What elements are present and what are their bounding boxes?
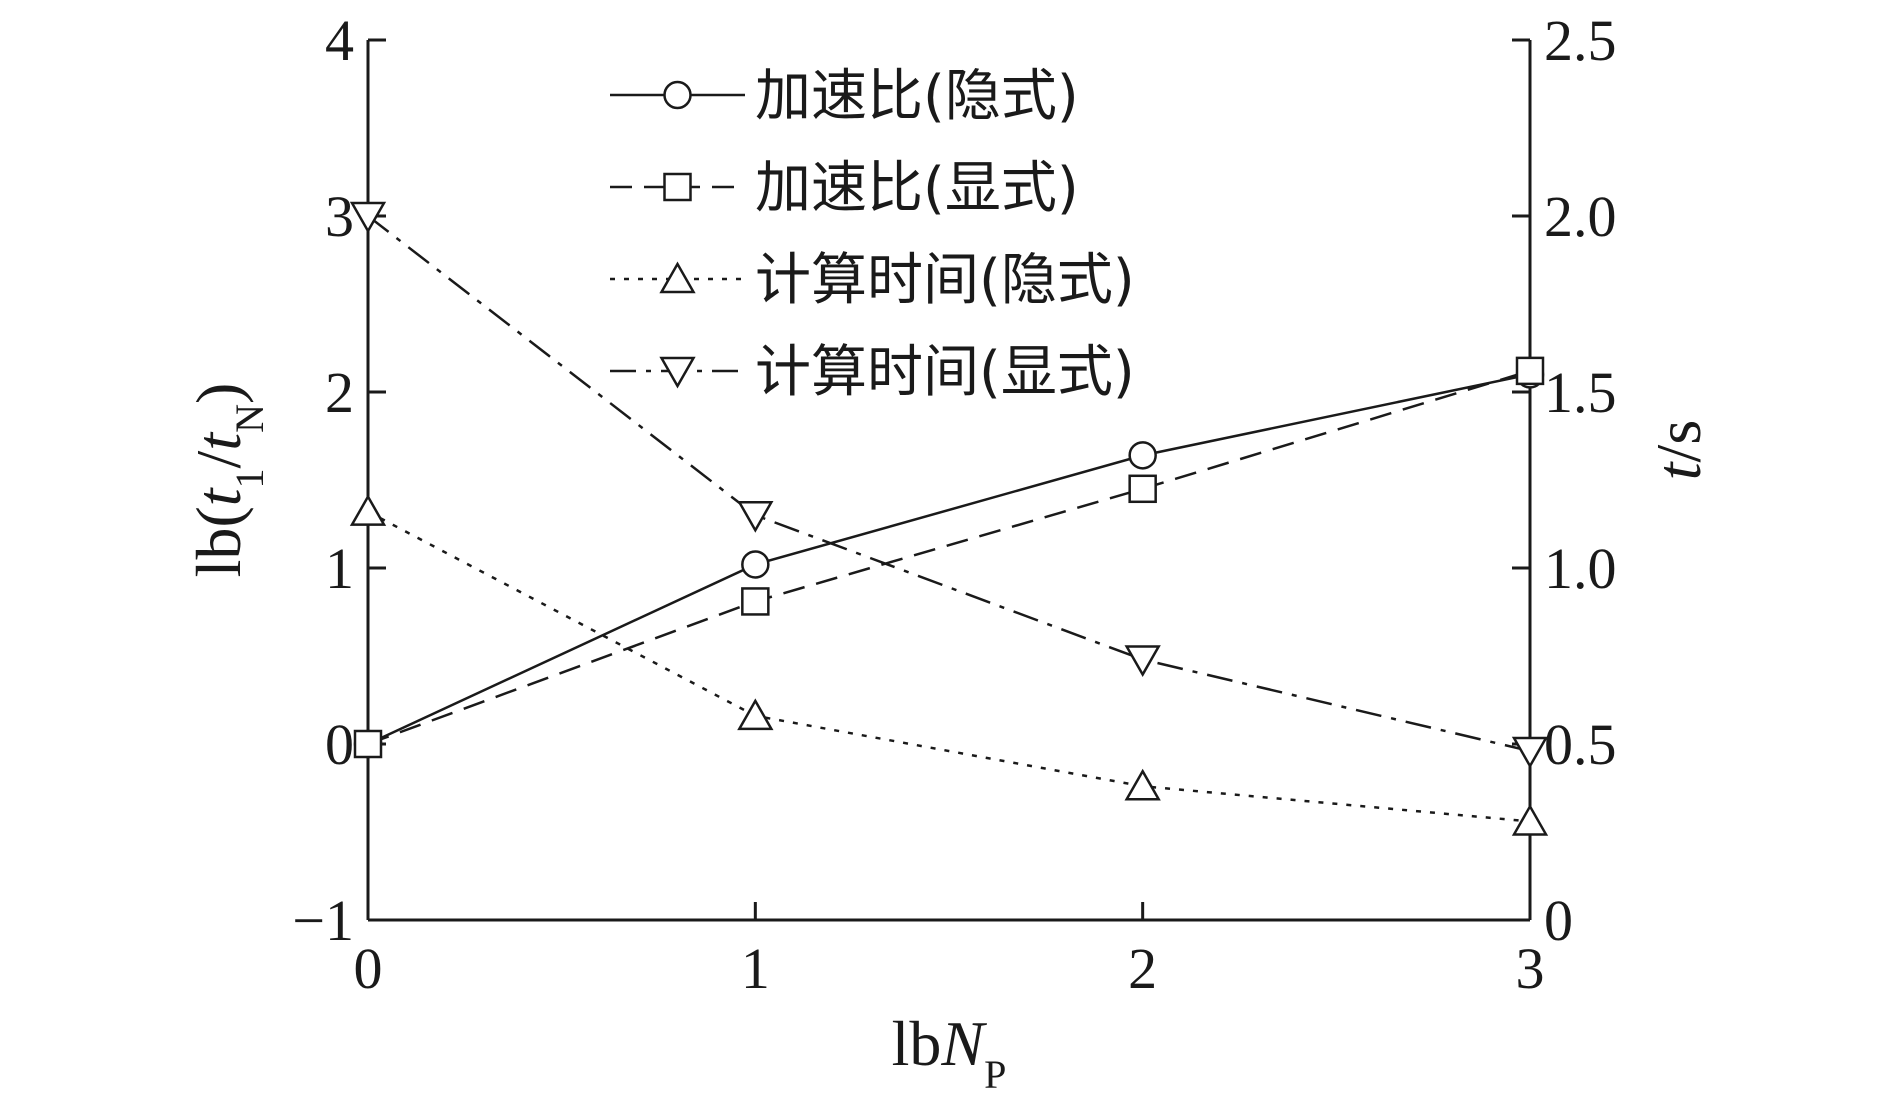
legend-label-2: 加速比(显式) xyxy=(755,156,1079,221)
legend-label-1: 加速比(隐式) xyxy=(755,64,1079,129)
legend-marker-4 xyxy=(659,356,696,389)
y-left-tick-label: 0 xyxy=(325,712,354,777)
series-3-point xyxy=(737,698,774,731)
series-1-point xyxy=(741,550,770,579)
x-axis-title: lbNP xyxy=(892,1008,1007,1097)
series-2-point xyxy=(1128,474,1157,504)
series-line-2 xyxy=(367,369,1531,746)
y-right-axis-title: t/s xyxy=(1643,420,1714,480)
plot-area xyxy=(349,201,1549,836)
y-left-tick-label: −1 xyxy=(292,888,354,953)
x-tick-label: 2 xyxy=(1128,936,1157,1001)
series-3-point xyxy=(1511,803,1549,836)
axes: 0 1 2 3−10123400.51.01.52.02.5lbNPlb(t1/tN)… xyxy=(183,8,1714,1097)
x-tick-label: 1 xyxy=(741,936,770,1001)
x-tick-label: 3 xyxy=(1516,936,1545,1001)
series-1-point xyxy=(1128,441,1157,470)
series-4-point xyxy=(737,500,774,533)
series-3-point xyxy=(1124,768,1161,801)
y-left-axis-title: lb(t1/tN) xyxy=(183,383,272,578)
series-3-point xyxy=(349,494,387,526)
y-right-tick-label: 1.0 xyxy=(1544,536,1617,601)
y-right-tick-label: 2.5 xyxy=(1544,8,1617,73)
legend-marker-3 xyxy=(659,261,696,294)
legend-marker-2 xyxy=(663,172,692,202)
y-right-tick-label: 0.5 xyxy=(1544,712,1617,777)
legend: 加速比(隐式) 加速比(显式) 计算时间(隐式) 计算时间(显式) xyxy=(610,64,1135,405)
series-line-3 xyxy=(367,510,1531,823)
series-line-4 xyxy=(367,215,1531,753)
y-right-tick-label: 1.5 xyxy=(1544,360,1617,425)
y-left-tick-label: 2 xyxy=(325,360,354,425)
y-left-tick-label: 3 xyxy=(325,184,354,249)
series-2-point xyxy=(1515,356,1545,386)
legend-label-3: 计算时间(隐式) xyxy=(755,248,1135,313)
y-left-tick-label: 4 xyxy=(325,8,354,73)
series-4-point xyxy=(349,201,387,234)
series-4-point xyxy=(1511,736,1549,769)
series-line-1 xyxy=(367,373,1531,746)
series-2-point xyxy=(353,729,383,759)
y-right-tick-label: 2.0 xyxy=(1544,184,1617,249)
series-2-point xyxy=(741,587,770,616)
legend-marker-1 xyxy=(663,80,692,110)
x-tick-label: 0 xyxy=(354,936,383,1001)
y-right-tick-label: 0 xyxy=(1544,888,1573,953)
series-4-point xyxy=(1124,645,1161,678)
y-left-tick-label: 1 xyxy=(325,536,354,601)
legend-label-4: 计算时间(显式) xyxy=(755,340,1135,405)
